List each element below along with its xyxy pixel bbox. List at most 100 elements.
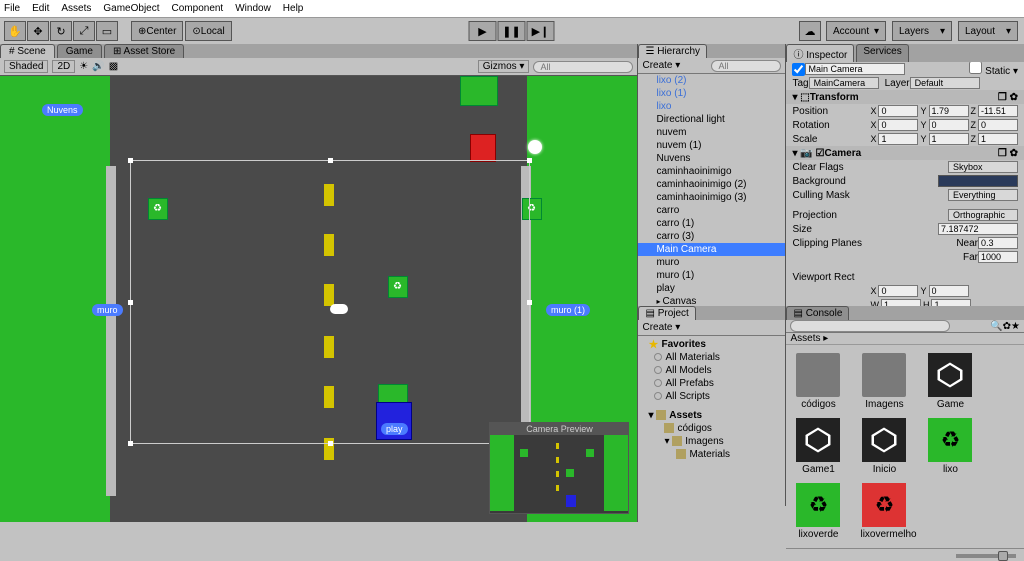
assets-breadcrumb[interactable]: Assets ▸ [790,333,828,344]
tree-folder[interactable]: Materials [640,448,783,461]
hand-tool[interactable]: ✋ [4,21,26,41]
rect-tool[interactable]: ▭ [96,21,118,41]
tab-game[interactable]: Game [57,44,102,58]
2d-toggle[interactable]: 2D [52,60,75,73]
gameobject-name-field[interactable] [805,63,905,75]
hierarchy-item[interactable]: muro [638,256,785,269]
hierarchy-item[interactable]: caminhaoinimigo [638,165,785,178]
menu-edit[interactable]: Edit [32,3,49,14]
menu-file[interactable]: File [4,3,20,14]
asset-item[interactable]: códigos [794,353,842,410]
vp-y[interactable] [929,285,969,297]
pos-x[interactable] [878,105,918,117]
tree-folder[interactable]: códigos [640,422,783,435]
asset-item[interactable]: ♻lixovermelho [860,483,908,540]
background-color-field[interactable] [938,175,1018,187]
gameobject-active-checkbox[interactable] [792,63,805,76]
rotate-tool[interactable]: ↻ [50,21,72,41]
pos-y[interactable] [929,105,969,117]
tab-services[interactable]: Services [856,44,908,62]
tab-scene[interactable]: # Scene [0,44,55,58]
shading-dropdown[interactable]: Shaded [4,60,48,73]
size-field[interactable] [938,223,1018,235]
assets-grid[interactable]: códigosImagensGameGame1Inicio♻lixo♻lixov… [786,345,1024,548]
hierarchy-create-dropdown[interactable]: Create ▾ [642,60,680,71]
menu-assets[interactable]: Assets [61,3,91,14]
transform-header[interactable]: ▾ ⬚ Transform❐ ✿ [786,90,1024,104]
audio-toggle[interactable]: 🔊 [92,61,104,72]
project-create-dropdown[interactable]: Create ▾ [642,322,680,333]
tag-dropdown[interactable]: MainCamera [809,77,879,89]
asset-item[interactable]: ♻lixoverde [794,483,842,540]
static-checkbox[interactable] [969,62,982,74]
favorites-header[interactable]: Favorites [640,338,783,351]
fx-toggle[interactable]: ▩ [109,61,118,72]
layout-dropdown[interactable]: Layout ▾ [958,21,1018,41]
project-search[interactable] [790,320,950,332]
scale-tool[interactable]: ⤢ [73,21,95,41]
near-field[interactable] [978,237,1018,249]
asset-item[interactable]: Game1 [794,418,842,475]
hierarchy-item[interactable]: nuvem (1) [638,139,785,152]
thumbnail-size-slider[interactable] [956,554,1016,558]
search-filter-icon[interactable]: 🔍 [990,321,1002,332]
assets-tree-header[interactable]: ▾ Assets [640,409,783,422]
menu-help[interactable]: Help [283,3,304,14]
fav-item[interactable]: All Prefabs [640,377,783,390]
camera-header[interactable]: ▾ 📷 ☑ Camera❐ ✿ [786,146,1024,160]
tab-asset-store[interactable]: ⊞ Asset Store [104,44,184,58]
hierarchy-list[interactable]: lixo (2)lixo (1)lixoDirectional lightnuv… [638,74,785,306]
hierarchy-item[interactable]: lixo (1) [638,87,785,100]
asset-item[interactable]: Game [926,353,974,410]
menu-window[interactable]: Window [235,3,271,14]
cloud-button[interactable]: ☁ [799,21,821,41]
filter-icon[interactable]: ✿ [1003,321,1011,332]
tree-folder[interactable]: ▾ Imagens [640,435,783,448]
hierarchy-search[interactable] [711,60,781,72]
fav-item[interactable]: All Scripts [640,390,783,403]
directional-light-gizmo[interactable] [528,140,542,154]
layers-dropdown[interactable]: Layers ▾ [892,21,952,41]
hierarchy-item[interactable]: caminhaoinimigo (3) [638,191,785,204]
hierarchy-item[interactable]: carro (3) [638,230,785,243]
scene-red-truck[interactable] [470,134,496,162]
hierarchy-item[interactable]: caminhaoinimigo (2) [638,178,785,191]
tab-hierarchy[interactable]: ☰ Hierarchy [638,44,707,58]
vp-x[interactable] [878,285,918,297]
tab-inspector[interactable]: ⓘ Inspector [786,44,854,62]
scene-viewport[interactable]: play Nuvens muro muro (1) Camera Preview [0,76,637,522]
menu-component[interactable]: Component [172,3,224,14]
local-global-toggle[interactable]: ⊙ Local [185,21,231,41]
rot-x[interactable] [878,119,918,131]
vp-w[interactable] [881,299,921,306]
hierarchy-item[interactable]: carro (1) [638,217,785,230]
asset-item[interactable]: Imagens [860,353,908,410]
rot-z[interactable] [978,119,1018,131]
hierarchy-item[interactable]: nuvem [638,126,785,139]
culling-dropdown[interactable]: Everything [948,189,1018,201]
hierarchy-item[interactable]: Directional light [638,113,785,126]
scl-x[interactable] [878,133,918,145]
save-search-icon[interactable]: ★ [1011,321,1020,332]
fav-item[interactable]: All Models [640,364,783,377]
fav-item[interactable]: All Materials [640,351,783,364]
scene-search[interactable] [533,61,633,73]
far-field[interactable] [978,251,1018,263]
tab-project[interactable]: ▤ Project [638,306,695,320]
pivot-center-toggle[interactable]: ⊕ Center [131,21,183,41]
projection-dropdown[interactable]: Orthographic [948,209,1018,221]
asset-item[interactable]: Inicio [860,418,908,475]
menu-gameobject[interactable]: GameObject [103,3,159,14]
hierarchy-item[interactable]: Main Camera [638,243,785,256]
hierarchy-item[interactable]: Nuvens [638,152,785,165]
step-button[interactable]: ▶❙ [527,21,555,41]
scene-green-truck-top[interactable] [460,76,498,106]
move-tool[interactable]: ✥ [27,21,49,41]
hierarchy-item[interactable]: Canvas [638,295,785,306]
hierarchy-item[interactable]: play [638,282,785,295]
hierarchy-item[interactable]: carro [638,204,785,217]
hierarchy-item[interactable]: lixo (2) [638,74,785,87]
account-dropdown[interactable]: Account ▾ [826,21,886,41]
clearflags-dropdown[interactable]: Skybox [948,161,1018,173]
hierarchy-item[interactable]: lixo [638,100,785,113]
